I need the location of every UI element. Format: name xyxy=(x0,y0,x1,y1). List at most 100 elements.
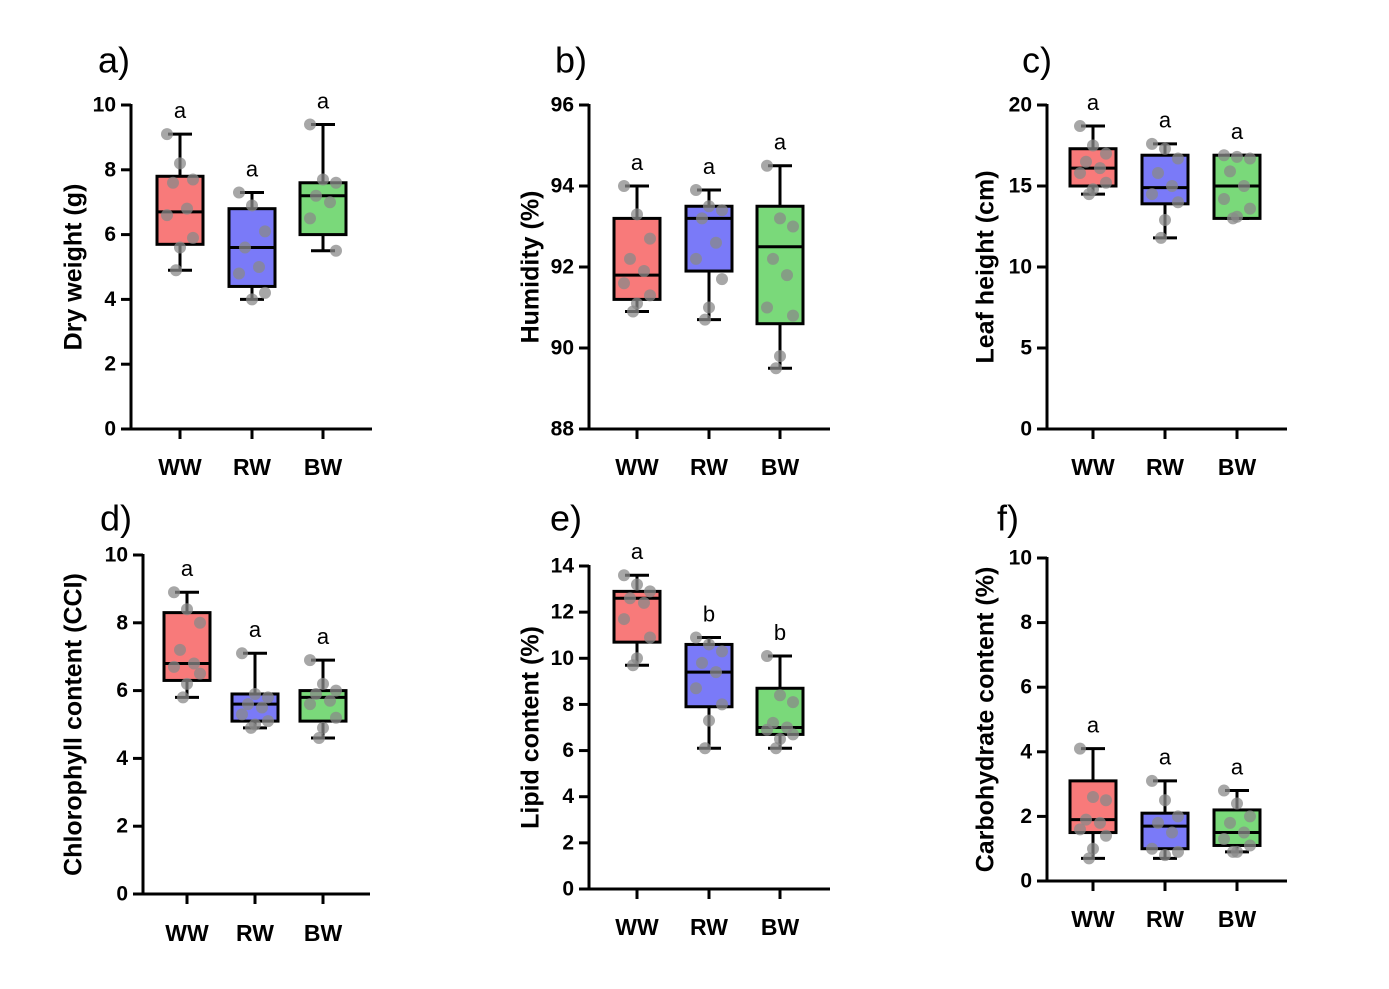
significance-label: a xyxy=(249,617,262,642)
data-point xyxy=(767,252,779,265)
data-point xyxy=(242,698,254,711)
y-tick-label: 12 xyxy=(551,601,574,624)
data-point xyxy=(696,212,708,225)
data-point xyxy=(624,592,636,605)
data-point xyxy=(161,128,173,141)
box-bw: b xyxy=(755,620,805,755)
x-tick-label: RW xyxy=(690,914,728,940)
box-body xyxy=(298,181,348,237)
data-point xyxy=(324,196,336,209)
data-point xyxy=(1227,212,1239,225)
data-point xyxy=(174,241,186,254)
data-point xyxy=(716,698,728,711)
data-point xyxy=(1172,810,1184,823)
x-tick-label: WW xyxy=(165,920,209,946)
data-point xyxy=(170,264,182,277)
y-tick-label: 10 xyxy=(1009,256,1032,279)
data-point xyxy=(761,301,773,314)
data-point xyxy=(770,742,782,755)
data-point xyxy=(787,220,799,233)
data-point xyxy=(1155,231,1167,244)
data-point xyxy=(1146,774,1158,787)
chart-panel-c: c) Leaf height (cm) 0 5 10 15 20 WW RW BW a a a xyxy=(972,40,1287,480)
data-point xyxy=(259,286,271,299)
box-bw: a xyxy=(298,88,348,257)
x-tick-label: BW xyxy=(1218,906,1257,932)
data-point xyxy=(1100,829,1112,842)
data-point xyxy=(1166,180,1178,192)
data-point xyxy=(304,698,316,711)
y-tick-label: 92 xyxy=(551,256,574,279)
significance-label: a xyxy=(1231,119,1244,144)
y-axis-label: Humidity (%) xyxy=(517,191,545,344)
box-rw: a xyxy=(1140,108,1190,244)
data-point xyxy=(774,689,786,702)
data-point xyxy=(1094,816,1106,829)
data-point xyxy=(618,613,630,626)
data-point xyxy=(168,660,180,673)
data-point xyxy=(181,202,193,215)
data-point xyxy=(644,585,656,598)
data-point xyxy=(236,647,248,660)
significance-label: a xyxy=(174,98,187,123)
y-tick-label: 96 xyxy=(551,94,574,117)
box-ww: a xyxy=(155,98,205,277)
y-tick-label: 90 xyxy=(551,337,574,360)
data-point xyxy=(249,687,261,700)
chart-panel-a: a) Dry weight (g) 0 2 4 6 8 10 WW RW BW a a a xyxy=(60,40,372,480)
data-point xyxy=(1080,813,1092,826)
y-tick-label: 0 xyxy=(562,878,574,901)
data-point xyxy=(644,232,656,245)
data-point xyxy=(245,721,257,734)
y-tick-label: 8 xyxy=(562,693,574,716)
x-tick-label: WW xyxy=(615,454,659,480)
box-rw: a xyxy=(227,156,277,306)
significance-label: a xyxy=(703,154,716,179)
data-point xyxy=(330,244,342,257)
data-point xyxy=(703,200,715,213)
data-point xyxy=(187,173,199,186)
data-point xyxy=(703,301,715,314)
x-tick-label: WW xyxy=(1071,906,1115,932)
data-point xyxy=(644,631,656,644)
data-point xyxy=(324,694,336,707)
chart-panel-e: e) Lipid content (%) 0 2 4 6 8 10 12 14 WW RW BW a b b xyxy=(517,498,830,940)
data-point xyxy=(1094,162,1106,175)
data-point xyxy=(690,252,702,265)
data-point xyxy=(167,176,179,189)
y-tick-label: 4 xyxy=(116,747,128,770)
data-point xyxy=(1244,202,1256,215)
data-point xyxy=(233,267,245,280)
data-point xyxy=(161,209,173,222)
data-point xyxy=(690,682,702,695)
data-point xyxy=(1224,165,1236,178)
data-point xyxy=(1146,137,1158,150)
data-point xyxy=(253,261,265,273)
data-point xyxy=(1100,176,1112,189)
data-point xyxy=(631,208,643,221)
data-point xyxy=(1074,823,1086,836)
data-point xyxy=(774,212,786,225)
data-point xyxy=(627,659,639,672)
y-axis-label: Lipid content (%) xyxy=(517,626,545,829)
x-tick-label: BW xyxy=(761,914,800,940)
significance-label: a xyxy=(774,130,787,155)
data-point xyxy=(1152,167,1164,180)
data-point xyxy=(781,269,793,282)
data-point xyxy=(774,350,786,363)
data-point xyxy=(770,362,782,375)
y-axis-label: Dry weight (g) xyxy=(60,184,88,351)
x-tick-label: BW xyxy=(761,454,800,480)
data-point xyxy=(262,691,274,704)
x-tick-label: BW xyxy=(1218,454,1257,480)
panel-label: d) xyxy=(100,498,132,539)
y-tick-label: 6 xyxy=(562,739,574,762)
data-point xyxy=(1087,842,1099,855)
chart-panel-b: b) Humidity (%) 88 90 92 94 96 WW RW BW a a a xyxy=(517,40,830,480)
data-point xyxy=(1231,150,1243,163)
data-point xyxy=(1244,810,1256,823)
data-point xyxy=(304,212,316,225)
data-point xyxy=(1159,849,1171,862)
significance-label: b xyxy=(703,601,715,626)
